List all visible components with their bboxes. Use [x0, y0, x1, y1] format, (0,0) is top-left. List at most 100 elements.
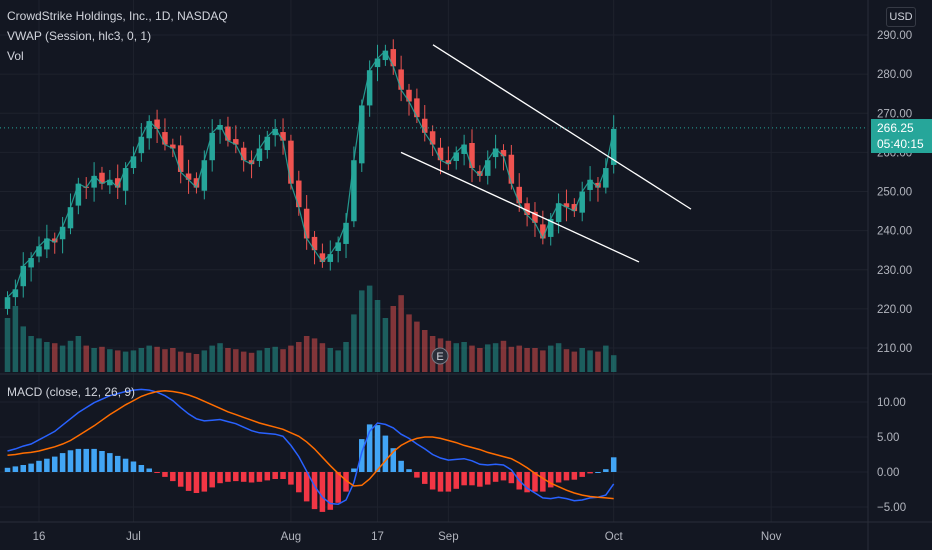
time-tick-label: Oct [605, 531, 624, 543]
volume-bar [257, 350, 263, 372]
volume-bar [564, 349, 570, 372]
volume-bar [367, 286, 373, 372]
macd-histogram-bar [461, 472, 467, 485]
macd-histogram-bar [587, 472, 593, 473]
volume-bar [485, 344, 491, 372]
time-tick-label: Jul [126, 531, 141, 543]
candle-body [509, 155, 515, 184]
macd-histogram-bar [320, 472, 326, 512]
volume-bar [516, 346, 522, 372]
macd-histogram-bar [477, 472, 483, 487]
macd-histogram-bar [178, 472, 184, 487]
macd-histogram-bar [107, 453, 113, 472]
volume-bar [359, 290, 365, 372]
volume-bar [422, 330, 428, 372]
candle-body [351, 160, 357, 221]
volume-bar [556, 343, 562, 372]
earnings-event-marker: E [432, 348, 448, 364]
volume-bar [572, 352, 578, 372]
macd-histogram-bar [209, 472, 215, 487]
volume-bar [406, 314, 412, 372]
candle-body [36, 246, 42, 256]
volume-bar [461, 342, 467, 372]
macd-histogram-bar [115, 456, 121, 472]
macd-histogram-bar [217, 472, 223, 483]
macd-histogram-bar [202, 472, 208, 492]
bar-countdown: 05:40:15 [877, 136, 932, 152]
macd-tick-label: −5.00 [877, 502, 906, 514]
volume-bar [146, 346, 152, 372]
price-tick-label: 250.00 [877, 187, 912, 199]
macd-histogram-bar [438, 472, 444, 492]
candle-body [335, 242, 341, 251]
volume-bar [52, 343, 58, 372]
macd-histogram-bar [280, 472, 286, 479]
macd-histogram-bar [13, 466, 19, 472]
volume-bar [595, 352, 601, 372]
macd-histogram-bar [359, 439, 365, 472]
volume-bar [28, 336, 34, 372]
volume-bar [469, 346, 475, 372]
vwap-legend[interactable]: VWAP (Session, hlc3, 0, 1) [7, 28, 151, 44]
macd-histogram-bar [540, 472, 546, 492]
macd-histogram-bar [272, 472, 278, 479]
candle-body [469, 143, 475, 168]
candle-body [60, 227, 66, 240]
macd-histogram-bar [446, 472, 452, 492]
macd-tick-label: 5.00 [877, 432, 899, 444]
macd-histogram-bar [265, 472, 271, 480]
volume-bar [343, 342, 349, 372]
volume-bar [44, 342, 50, 372]
volume-bar [312, 338, 318, 372]
currency-button[interactable]: USD [886, 7, 916, 27]
macd-histogram-bar [83, 449, 89, 472]
macd-histogram-bar [170, 472, 176, 481]
candle-body [603, 168, 609, 188]
volume-bar [99, 347, 105, 372]
volume-bar [194, 354, 200, 372]
volume-bar [154, 347, 160, 372]
volume-bar [540, 350, 546, 372]
volume-bar [304, 336, 310, 372]
macd-histogram-bar [20, 465, 26, 472]
candle-body [375, 58, 381, 67]
price-tick-label: 230.00 [877, 265, 912, 277]
volume-legend[interactable]: Vol [7, 48, 24, 64]
macd-histogram-bar [194, 472, 200, 493]
volume-bar [178, 352, 184, 372]
volume-bar [162, 349, 168, 372]
volume-bar [123, 352, 129, 372]
volume-bar [524, 348, 530, 372]
macd-histogram-bar [131, 462, 137, 473]
candle-body [241, 148, 247, 161]
candle-body [516, 187, 522, 203]
volume-bar [351, 314, 357, 372]
volume-bar [391, 306, 397, 372]
last-price-badge: 266.25 05:40:15 [871, 119, 932, 153]
time-tick-label: Sep [438, 531, 458, 543]
macd-histogram-bar [28, 464, 34, 472]
candle-body [288, 141, 294, 184]
macd-histogram-bar [68, 450, 74, 472]
macd-histogram-bar [603, 469, 609, 472]
volume-bar [241, 352, 247, 372]
price-tick-label: 210.00 [877, 343, 912, 355]
macd-histogram-bar [76, 449, 82, 472]
volume-bar [477, 348, 483, 372]
candle-body [5, 297, 11, 309]
macd-histogram-bar [91, 449, 97, 472]
last-price-value: 266.25 [877, 120, 932, 136]
candle-body [131, 156, 137, 168]
macd-histogram-bar [453, 472, 459, 489]
macd-histogram-bar [60, 453, 66, 472]
macd-histogram-bar [572, 472, 578, 480]
symbol-legend[interactable]: CrowdStrike Holdings, Inc., 1D, NASDAQ [7, 8, 228, 24]
macd-histogram-bar [162, 472, 168, 477]
macd-histogram-bar [398, 461, 404, 472]
macd-legend[interactable]: MACD (close, 12, 26, 9) [7, 384, 135, 400]
candle-body [209, 133, 215, 160]
volume-bar [139, 348, 145, 372]
volume-bar [611, 355, 617, 372]
volume-bar [532, 348, 538, 372]
